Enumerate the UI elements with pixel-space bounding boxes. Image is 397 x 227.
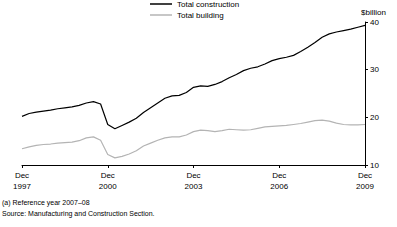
- svg-text:Dec: Dec: [186, 171, 200, 180]
- svg-text:Dec: Dec: [15, 171, 29, 180]
- svg-text:20: 20: [370, 113, 379, 122]
- svg-text:2000: 2000: [99, 182, 117, 191]
- svg-text:2006: 2006: [270, 182, 288, 191]
- svg-text:10: 10: [370, 161, 379, 170]
- svg-text:Dec: Dec: [358, 171, 372, 180]
- svg-text:30: 30: [370, 65, 379, 74]
- svg-text:Dec: Dec: [272, 171, 286, 180]
- svg-text:$billion: $billion: [361, 8, 386, 17]
- svg-text:2003: 2003: [185, 182, 203, 191]
- svg-text:40: 40: [370, 18, 379, 27]
- svg-text:Source: Manufacturing and Cons: Source: Manufacturing and Construction S…: [2, 210, 155, 218]
- svg-text:1997: 1997: [13, 182, 31, 191]
- svg-text:(a) Reference year 2007–08: (a) Reference year 2007–08: [2, 199, 90, 207]
- svg-text:Dec: Dec: [101, 171, 115, 180]
- svg-text:Total building: Total building: [177, 11, 224, 20]
- svg-text:Total construction: Total construction: [177, 0, 239, 9]
- svg-text:2009: 2009: [356, 182, 374, 191]
